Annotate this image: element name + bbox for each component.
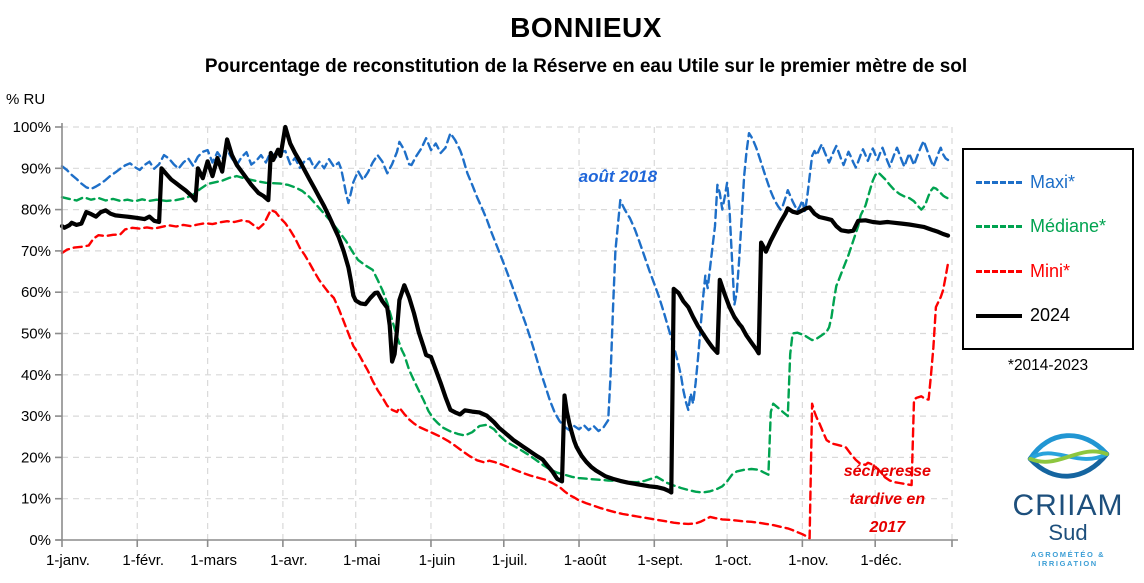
legend-item-mediane: Médiane* (976, 216, 1132, 237)
legend-item-2024: 2024 (976, 305, 1132, 326)
svg-text:80%: 80% (21, 202, 51, 219)
svg-text:60%: 60% (21, 284, 51, 301)
svg-text:100%: 100% (13, 119, 51, 136)
legend-item-mini: Mini* (976, 261, 1132, 282)
maxi-line-swatch (976, 180, 1022, 184)
svg-text:30%: 30% (21, 408, 51, 425)
axis-tick-labels: 0% 10% 20% 30% 40% 50% 60% 70% 80% 90% 100% 1-janv.… (13, 119, 902, 569)
page-subtitle: Pourcentage de reconstitution de la Rése… (204, 56, 968, 77)
y-axis-unit-label: % RU (6, 91, 46, 108)
logo-region: Sud (1048, 520, 1088, 545)
series-layer (59, 124, 951, 540)
svg-text:70%: 70% (21, 243, 51, 260)
legend-item-label: Médiane* (1030, 216, 1107, 237)
axis-layer (55, 123, 958, 547)
annotation-secheresse-line2: tardive en (849, 490, 926, 508)
annotation-aout-2018-text: août 2018 (578, 166, 658, 186)
svg-text:0%: 0% (29, 532, 51, 549)
svg-text:1-juil.: 1-juil. (492, 552, 528, 569)
svg-text:1-mai: 1-mai (343, 552, 381, 569)
svg-text:1-nov.: 1-nov. (788, 552, 829, 569)
logo-name: CRIIAM (1012, 489, 1124, 522)
svg-text:1-août: 1-août (564, 552, 607, 569)
chart-legend: Maxi* Médiane* Mini* 2024 (962, 148, 1134, 350)
annotation-secheresse-line1: sécheresse (843, 462, 931, 480)
svg-text:1-juin: 1-juin (419, 552, 456, 569)
svg-text:1-sept.: 1-sept. (637, 552, 683, 569)
annotation-aout-2018: août 2018 (579, 167, 657, 187)
mediane-line-swatch (976, 225, 1022, 229)
svg-text:1-janv.: 1-janv. (46, 552, 90, 569)
svg-text:1-oct.: 1-oct. (714, 552, 752, 569)
legend-item-maxi: Maxi* (976, 172, 1132, 193)
svg-text:10%: 10% (21, 491, 51, 508)
svg-text:1-mars: 1-mars (190, 552, 237, 569)
legend-item-label: Mini* (1030, 260, 1071, 281)
legend-item-label: 2024 (1030, 305, 1071, 326)
svg-text:40%: 40% (21, 367, 51, 384)
svg-text:1-févr.: 1-févr. (122, 552, 164, 569)
svg-text:90%: 90% (21, 160, 51, 177)
annotation-secheresse-2017: sécheresse tardive en 2017 (844, 458, 931, 542)
svg-text:1-avr.: 1-avr. (270, 552, 308, 569)
svg-text:50%: 50% (21, 326, 51, 343)
logo-waves-icon (1027, 433, 1110, 479)
legend-item-label: Maxi* (1030, 171, 1076, 192)
criiam-sud-logo: CRIIAM Sud AGROMÉTÉO & IRRIGATION (1000, 422, 1136, 568)
logo-tagline: AGROMÉTÉO & IRRIGATION (1030, 550, 1106, 568)
line-2024-swatch (976, 313, 1022, 318)
svg-text:1-déc.: 1-déc. (860, 552, 902, 569)
mini-line-swatch (976, 269, 1022, 273)
page-title: BONNIEUX (510, 12, 662, 43)
svg-text:20%: 20% (21, 449, 51, 466)
legend-footnote: *2014-2023 (1007, 357, 1089, 374)
annotation-secheresse-line3: 2017 (869, 518, 906, 536)
